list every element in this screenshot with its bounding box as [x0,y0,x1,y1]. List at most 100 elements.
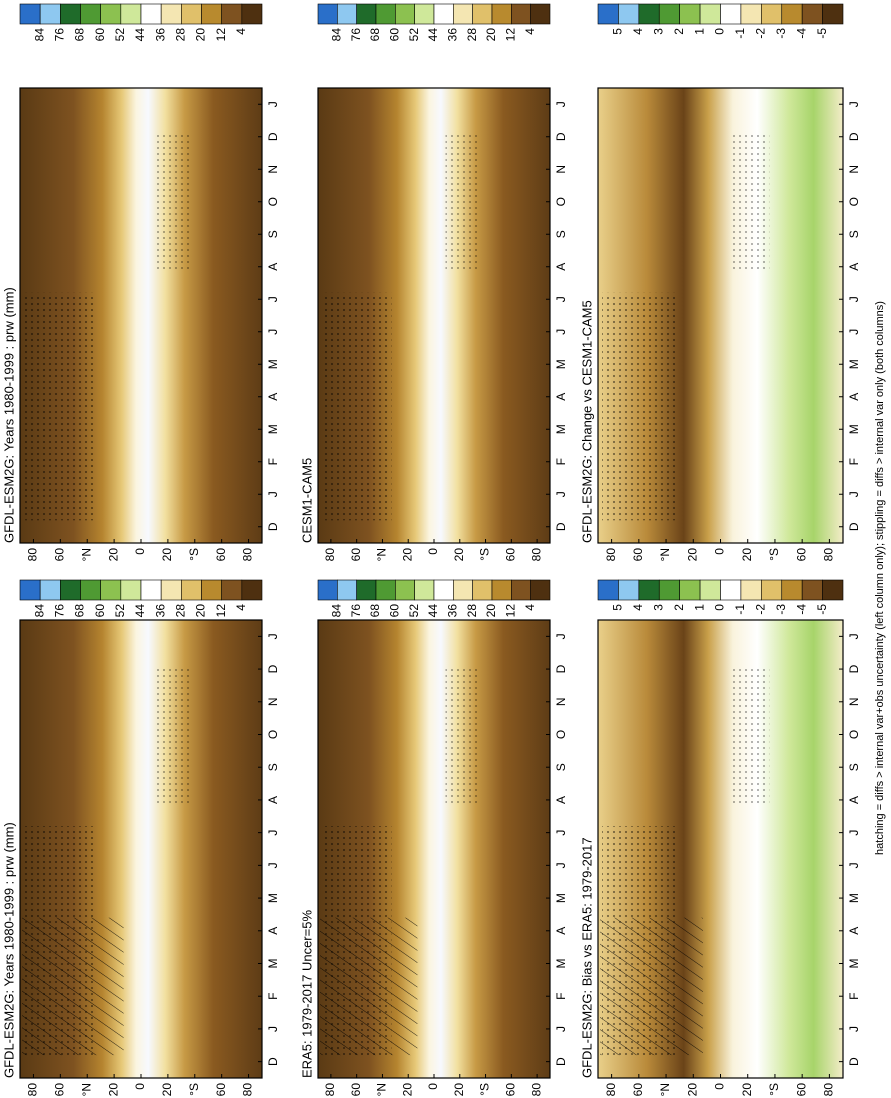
colorbar-label: 3 [651,604,665,611]
month-label: D [554,664,568,673]
month-label: J [554,862,568,868]
panel-title: ERA5: 1979-2017 Uncer=5% [299,910,314,1078]
colorbar-label: 44 [133,28,147,42]
stippling [445,133,481,270]
month-label: M [266,959,280,969]
colorbar-box [375,3,396,25]
colorbar-box [618,579,640,601]
lat-label: 80 [822,548,836,562]
month-label: J [847,101,861,107]
colorbar-label: 36 [446,28,460,42]
colorbar-label: 84 [32,28,46,42]
lat-label: 80 [604,548,618,562]
month-label: F [266,458,280,465]
month-label: N [554,697,568,706]
colorbar-box [80,3,101,25]
panel-title: GFDL-ESM2G: Years 1980-1999 : prw (mm) [1,287,16,543]
colorbar-label: -5 [815,28,829,39]
month-label: M [554,424,568,434]
colorbar-label: 3 [651,28,665,35]
lat-label: 60 [631,1083,645,1097]
month-label: F [847,993,861,1000]
colorbar-box [120,3,142,25]
lat-label: 0 [133,1083,147,1090]
lat-label: 80 [26,548,40,562]
colorbar-label: 84 [32,604,46,618]
lat-label: 20 [106,1083,120,1097]
colorbar-label: -4 [794,28,808,39]
colorbar-box [140,3,162,25]
lat-label: 80 [241,548,255,562]
month-label: M [847,959,861,969]
month-label: F [847,458,861,465]
lat-label: 80 [241,1083,255,1097]
month-label: J [554,633,568,639]
colorbar-box [395,579,415,601]
month-label: D [266,522,280,531]
month-label: D [847,664,861,673]
month-label: M [554,893,568,903]
month-label: F [266,993,280,1000]
month-label: A [847,927,861,935]
colorbar-box [761,3,783,25]
month-label: J [554,296,568,302]
colorbar-box [19,579,41,601]
lat-label: °S [478,1083,492,1096]
lat-label: 20 [740,1083,754,1097]
lat-label: 80 [529,1083,543,1097]
month-label: O [554,730,568,739]
lat-label: 80 [26,1083,40,1097]
colorbar-label: -4 [794,604,808,615]
hatching [600,917,703,1056]
month-label: J [554,1026,568,1032]
colorbar-box [638,579,660,601]
month-label: O [266,730,280,739]
colorbar-label: -1 [733,604,747,615]
colorbar-label: 44 [426,604,440,618]
lat-label: °S [767,1083,781,1096]
lat-label: 0 [713,1083,727,1090]
colorbar-box [761,579,783,601]
colorbar-box [160,3,182,25]
colorbar-box [201,579,222,601]
colorbar-box [699,579,721,601]
colorbar-box [699,3,721,25]
stippling [24,292,97,521]
colorbar-label: 28 [465,28,479,42]
month-label: A [266,796,280,804]
colorbar-box [395,3,415,25]
colorbar-box [472,579,493,601]
month-label: O [554,197,568,206]
month-label: M [554,959,568,969]
colorbar-label: 0 [713,604,727,611]
month-label: A [266,393,280,401]
colorbar-box [638,3,660,25]
colorbar-box [60,579,81,601]
colorbar-label: 84 [330,604,344,618]
panel-title: GFDL-ESM2G: Change vs CESM1-CAM5 [579,300,594,543]
month-label: A [554,927,568,935]
stippling [602,292,676,521]
colorbar-box [181,3,202,25]
month-label: J [554,329,568,335]
colorbar-box [597,3,619,25]
month-label: J [266,830,280,836]
lat-label: °N [79,1083,93,1096]
colorbar-box [100,579,122,601]
colorbar-label: 4 [631,28,645,35]
lat-label: 0 [426,1083,440,1090]
month-label: J [266,329,280,335]
colorbar-box [530,3,551,25]
colorbar-label: 2 [672,604,686,611]
colorbar-box [375,579,396,601]
month-label: D [847,1057,861,1066]
colorbar-box [511,3,531,25]
stippling [732,665,770,804]
colorbar-box [511,579,531,601]
colorbar-label: 84 [330,28,344,42]
lat-label: 20 [400,1083,414,1097]
colorbar-box [530,579,551,601]
lat-label: 20 [160,548,174,562]
month-label: M [847,893,861,903]
colorbar-box [241,579,263,601]
